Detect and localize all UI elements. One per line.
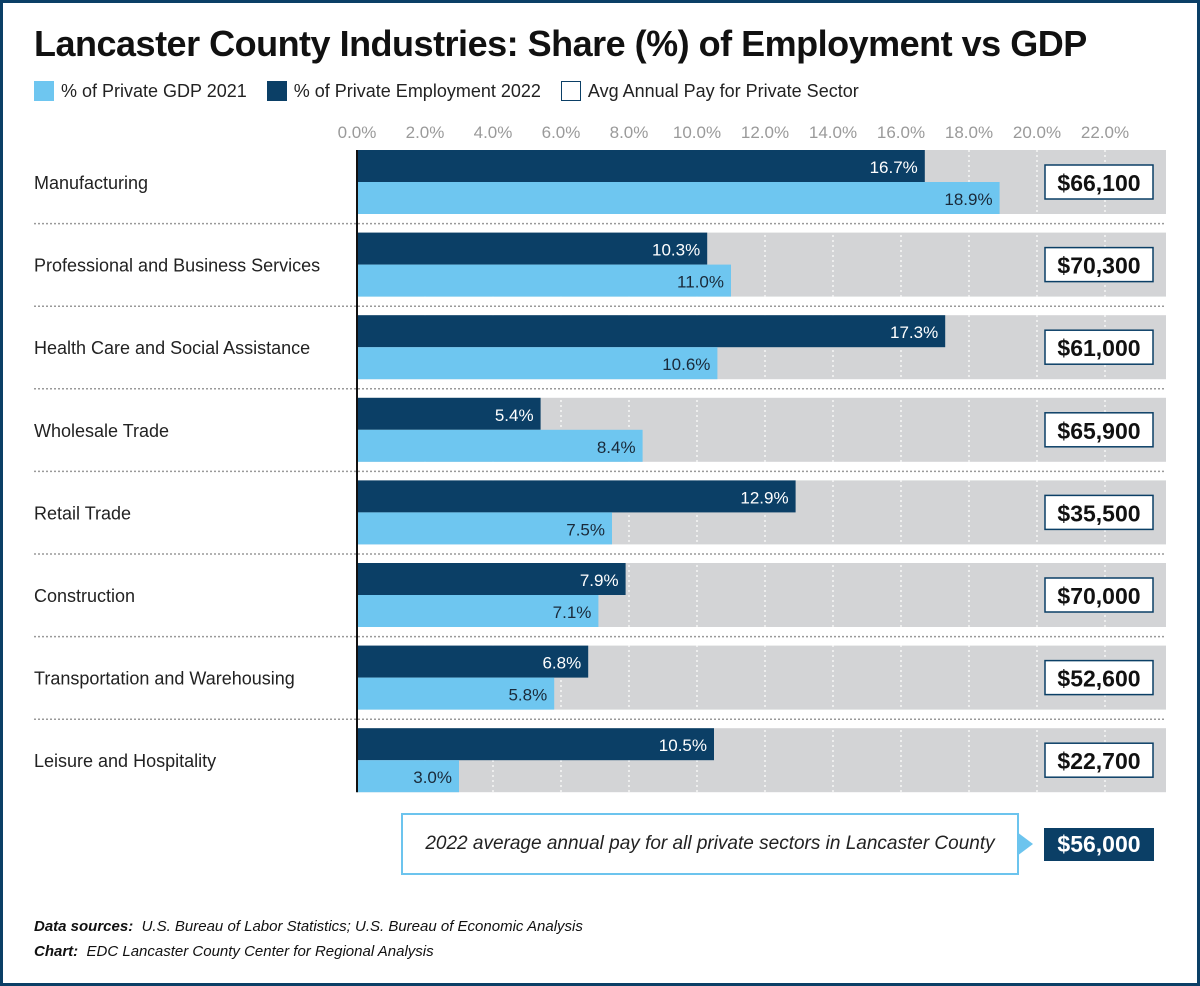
x-tick-label: 16.0% [877, 123, 925, 142]
avg-pay-box [1044, 577, 1154, 613]
chart-credit-line: Chart: EDC Lancaster County Center for R… [34, 939, 583, 964]
x-tick-label: 0.0% [338, 123, 377, 142]
gdp-value-label: 8.4% [597, 438, 636, 457]
avg-pay-box [1044, 494, 1154, 531]
avg-pay-value: $52,600 [1057, 666, 1140, 692]
overall-average-pay-badge: $56,000 [1044, 828, 1154, 861]
data-sources-text: U.S. Bureau of Labor Statistics; U.S. Bu… [141, 918, 583, 935]
avg-pay-box [1044, 659, 1154, 696]
employment-bar [357, 397, 541, 430]
chart-title: Lancaster County Industries: Share (%) o… [34, 23, 1087, 64]
legend-label-employment: % of Private Employment 2022 [293, 80, 541, 101]
avg-pay-value: $66,100 [1057, 170, 1140, 196]
category-label: Construction [34, 586, 135, 606]
employment-value-label: 16.7% [870, 158, 918, 177]
data-sources-label: Data sources: [34, 918, 134, 935]
legend-label-gdp: % of Private GDP 2021 [61, 80, 247, 101]
category-label: Professional and Business Services [34, 256, 320, 276]
callout-text: 2022 average annual pay for all private … [425, 833, 995, 854]
x-tick-label: 10.0% [673, 123, 721, 142]
gdp-bar [357, 595, 599, 627]
avg-pay-value: $61,000 [1057, 335, 1140, 361]
gdp-value-label: 5.8% [508, 686, 547, 705]
gdp-bar [357, 347, 718, 380]
avg-pay-box [1044, 164, 1154, 200]
employment-bar [357, 480, 796, 513]
gdp-bar [357, 760, 459, 793]
employment-value-label: 7.9% [580, 571, 619, 590]
avg-pay-box [1044, 329, 1154, 365]
avg-pay-value: $22,700 [1057, 748, 1140, 774]
avg-pay-box [1044, 742, 1154, 778]
x-tick-label: 2.0% [406, 123, 445, 142]
employment-bar [357, 563, 626, 595]
x-tick-label: 14.0% [809, 123, 857, 142]
gdp-bar [357, 182, 1000, 214]
employment-bar [357, 232, 708, 265]
gdp-value-label: 3.0% [413, 768, 452, 787]
chart-sources: Data sources: U.S. Bureau of Labor Stati… [34, 914, 583, 964]
employment-value-label: 6.8% [542, 654, 581, 673]
gdp-value-label: 7.1% [553, 603, 592, 622]
avg-pay-box [1044, 412, 1154, 448]
x-tick-label: 12.0% [741, 123, 789, 142]
gdp-bar [357, 264, 731, 297]
category-label: Leisure and Hospitality [34, 751, 216, 771]
legend-swatch-avg-pay [560, 81, 581, 101]
employment-value-label: 5.4% [495, 406, 534, 425]
employment-value-label: 17.3% [890, 323, 938, 342]
category-label: Retail Trade [34, 503, 131, 523]
avg-pay-box [1044, 246, 1154, 283]
x-tick-label: 20.0% [1013, 123, 1061, 142]
x-tick-label: 4.0% [474, 123, 513, 142]
legend-swatch-employment [266, 81, 287, 101]
legend-item-gdp: % of Private GDP 2021 [34, 81, 247, 102]
gdp-bar [357, 429, 643, 462]
category-label: Wholesale Trade [34, 421, 169, 441]
gdp-value-label: 10.6% [662, 355, 710, 374]
chart-credit-text: EDC Lancaster County Center for Regional… [86, 943, 434, 960]
gdp-value-label: 7.5% [566, 520, 605, 539]
avg-pay-value: $35,500 [1057, 500, 1140, 526]
gdp-value-label: 11.0% [677, 273, 724, 292]
x-tick-label: 6.0% [542, 123, 581, 142]
avg-pay-value: $70,300 [1057, 253, 1140, 279]
chart-credit-label: Chart: [34, 943, 79, 960]
x-tick-label: 18.0% [945, 123, 993, 142]
legend-swatch-gdp [34, 81, 54, 101]
category-label: Transportation and Warehousing [34, 669, 295, 689]
employment-value-label: 10.5% [659, 736, 707, 755]
employment-bar [357, 728, 714, 761]
callout-arrow-icon [1017, 832, 1033, 856]
employment-value-label: 12.9% [740, 488, 788, 507]
legend: % of Private GDP 2021 % of Private Emplo… [34, 77, 879, 105]
x-tick-label: 8.0% [610, 123, 649, 142]
avg-pay-value: $70,000 [1057, 583, 1140, 609]
employment-bar [357, 315, 946, 348]
data-sources-line: Data sources: U.S. Bureau of Labor Stati… [34, 914, 583, 939]
average-pay-callout: 2022 average annual pay for all private … [401, 813, 1019, 875]
x-tick-label: 22.0% [1081, 123, 1129, 142]
employment-bar [357, 645, 589, 678]
avg-pay-value: $65,900 [1057, 418, 1140, 444]
gdp-value-label: 18.9% [944, 190, 992, 209]
gdp-bar [357, 677, 555, 710]
gdp-bar [357, 512, 612, 545]
employment-value-label: 10.3% [652, 241, 700, 260]
legend-label-avg-pay: Avg Annual Pay for Private Sector [587, 80, 859, 101]
category-label: Health Care and Social Assistance [34, 338, 310, 358]
legend-item-employment: % of Private Employment 2022 [266, 80, 541, 102]
employment-bar [357, 150, 925, 182]
category-label: Manufacturing [34, 173, 148, 193]
legend-item-avg-pay: Avg Annual Pay for Private Sector [560, 80, 859, 102]
